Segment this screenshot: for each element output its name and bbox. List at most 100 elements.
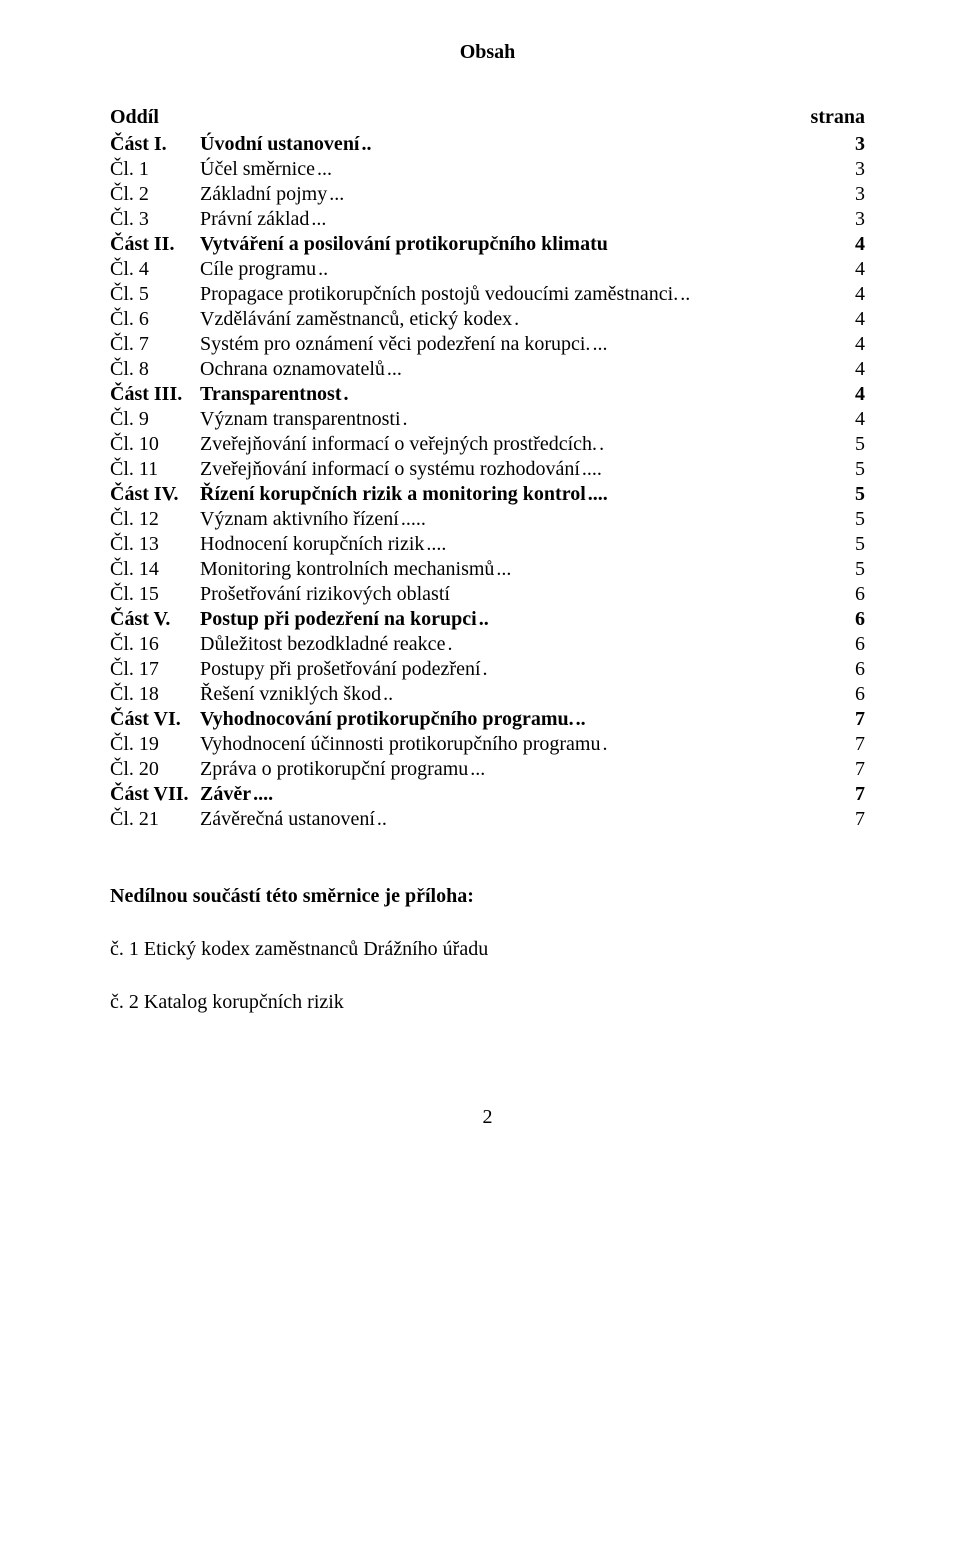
toc-row-label: Základní pojmy xyxy=(200,182,327,207)
toc-row: Čl. 3Právní základ... 3 xyxy=(110,207,865,232)
toc-row-page: 6 xyxy=(845,607,865,632)
toc-row-trail: ... xyxy=(329,182,344,207)
toc-row-page: 3 xyxy=(845,207,865,232)
toc-row-trail: .. xyxy=(479,607,489,632)
toc-row-label: Systém pro oznámení věci podezření na ko… xyxy=(200,332,590,357)
toc-row-section: Čl. 7 xyxy=(110,332,200,357)
toc-row-trail: .. xyxy=(576,707,586,732)
toc-row-page: 4 xyxy=(845,382,865,407)
toc-row-section: Čl. 16 xyxy=(110,632,200,657)
toc-row: Část VII.Závěr.... 7 xyxy=(110,782,865,807)
toc-header-left: Oddíl xyxy=(110,105,159,130)
toc-row-page: 7 xyxy=(845,732,865,757)
toc-row-page: 4 xyxy=(845,332,865,357)
toc-row-mid: Význam aktivního řízení..... xyxy=(200,507,845,532)
toc-row-mid: Systém pro oznámení věci podezření na ko… xyxy=(200,332,845,357)
toc-row-page: 6 xyxy=(845,682,865,707)
toc-row: Čl. 14Monitoring kontrolních mechanismů.… xyxy=(110,557,865,582)
toc-row-trail: ... xyxy=(592,332,607,357)
toc-row-trail: .. xyxy=(680,282,690,307)
toc-row-page: 4 xyxy=(845,257,865,282)
toc-row-page: 5 xyxy=(845,457,865,482)
toc-row-label: Vzdělávání zaměstnanců, etický kodex xyxy=(200,307,512,332)
toc-row-section: Čl. 6 xyxy=(110,307,200,332)
toc-row: Čl. 11Zveřejňování informací o systému r… xyxy=(110,457,865,482)
toc-row-page: 5 xyxy=(845,507,865,532)
toc-row-page: 4 xyxy=(845,357,865,382)
toc-row-page: 7 xyxy=(845,707,865,732)
toc-row: Část IV.Řízení korupčních rizik a monito… xyxy=(110,482,865,507)
toc-row-trail: .. xyxy=(318,257,328,282)
toc-row: Část V.Postup při podezření na korupci..… xyxy=(110,607,865,632)
toc-row: Čl. 5Propagace protikorupčních postojů v… xyxy=(110,282,865,307)
toc-row-mid: Závěr.... xyxy=(200,782,845,807)
toc-row: Čl. 20Zpráva o protikorupční programu...… xyxy=(110,757,865,782)
toc-row: Čl. 9Význam transparentnosti. 4 xyxy=(110,407,865,432)
toc-row-section: Část IV. xyxy=(110,482,200,507)
toc-row-label: Vytváření a posilování protikorupčního k… xyxy=(200,232,608,257)
toc-row-section: Čl. 10 xyxy=(110,432,200,457)
toc-body: Část I.Úvodní ustanovení.. 3Čl. 1Účel sm… xyxy=(110,132,865,832)
toc-row-page: 7 xyxy=(845,757,865,782)
toc-row-label: Cíle programu xyxy=(200,257,316,282)
toc-row: Čl. 1Účel směrnice... 3 xyxy=(110,157,865,182)
page-title: Obsah xyxy=(110,40,865,65)
toc-row-trail: .. xyxy=(377,807,387,832)
toc-row: Čl. 8Ochrana oznamovatelů... 4 xyxy=(110,357,865,382)
toc-row-label: Monitoring kontrolních mechanismů xyxy=(200,557,494,582)
toc-row-section: Část VII. xyxy=(110,782,200,807)
toc-row-trail: . xyxy=(603,732,608,757)
toc-row-mid: Postup při podezření na korupci.. xyxy=(200,607,845,632)
toc-row-label: Zveřejňování informací o veřejných prost… xyxy=(200,432,597,457)
toc-row-trail: .. xyxy=(362,132,372,157)
toc-row: Část III.Transparentnost. 4 xyxy=(110,382,865,407)
toc-row: Čl. 19Vyhodnocení účinnosti protikorupčn… xyxy=(110,732,865,757)
toc-row-section: Čl. 14 xyxy=(110,557,200,582)
toc-row: Čl. 4Cíle programu.. 4 xyxy=(110,257,865,282)
toc-row-label: Závěr xyxy=(200,782,251,807)
toc-row-mid: Postupy při prošetřování podezření. xyxy=(200,657,845,682)
toc-row-label: Řízení korupčních rizik a monitoring kon… xyxy=(200,482,586,507)
toc-row-section: Čl. 3 xyxy=(110,207,200,232)
toc-row-label: Hodnocení korupčních rizik xyxy=(200,532,424,557)
toc-row: Čl. 7Systém pro oznámení věci podezření … xyxy=(110,332,865,357)
toc-row-mid: Vyhodnocování protikorupčního programu..… xyxy=(200,707,845,732)
toc-row-section: Část III. xyxy=(110,382,200,407)
toc-row-page: 3 xyxy=(845,132,865,157)
toc-row-mid: Cíle programu.. xyxy=(200,257,845,282)
toc-row-trail: .... xyxy=(426,532,446,557)
toc-row-page: 5 xyxy=(845,557,865,582)
toc-row-trail: . xyxy=(344,382,349,407)
toc-row-mid: Vzdělávání zaměstnanců, etický kodex. xyxy=(200,307,845,332)
toc-row-mid: Právní základ... xyxy=(200,207,845,232)
toc-row-label: Postup při podezření na korupci xyxy=(200,607,477,632)
toc-row-page: 4 xyxy=(845,307,865,332)
toc-row-mid: Monitoring kontrolních mechanismů... xyxy=(200,557,845,582)
toc-row: Část VI.Vyhodnocování protikorupčního pr… xyxy=(110,707,865,732)
appendix-item: č. 1 Etický kodex zaměstnanců Drážního ú… xyxy=(110,937,865,962)
toc-row-trail: . xyxy=(483,657,488,682)
toc-row: Čl. 17Postupy při prošetřování podezření… xyxy=(110,657,865,682)
toc-row-mid: Základní pojmy... xyxy=(200,182,845,207)
toc-row-trail: . xyxy=(599,432,604,457)
toc-row-label: Vyhodnocení účinnosti protikorupčního pr… xyxy=(200,732,601,757)
toc-row-label: Účel směrnice xyxy=(200,157,315,182)
toc-row-label: Zpráva o protikorupční programu xyxy=(200,757,468,782)
toc-row-label: Úvodní ustanovení xyxy=(200,132,360,157)
toc-row-section: Čl. 5 xyxy=(110,282,200,307)
toc-row-page: 5 xyxy=(845,432,865,457)
toc-row-mid: Vytváření a posilování protikorupčního k… xyxy=(200,232,845,257)
toc-row-page: 6 xyxy=(845,632,865,657)
toc-row-page: 6 xyxy=(845,582,865,607)
toc-header-right: strana xyxy=(811,105,865,130)
toc-row-label: Zveřejňování informací o systému rozhodo… xyxy=(200,457,580,482)
toc-row-mid: Propagace protikorupčních postojů vedouc… xyxy=(200,282,845,307)
appendix-title: Nedílnou součástí této směrnice je přílo… xyxy=(110,884,865,909)
toc-row-label: Závěrečná ustanovení xyxy=(200,807,375,832)
toc-row-page: 6 xyxy=(845,657,865,682)
toc-row-trail: ... xyxy=(387,357,402,382)
toc-row-trail: . xyxy=(514,307,519,332)
toc-row: Čl. 13Hodnocení korupčních rizik.... 5 xyxy=(110,532,865,557)
toc-row-mid: Řízení korupčních rizik a monitoring kon… xyxy=(200,482,845,507)
toc-row-trail: . xyxy=(447,632,452,657)
